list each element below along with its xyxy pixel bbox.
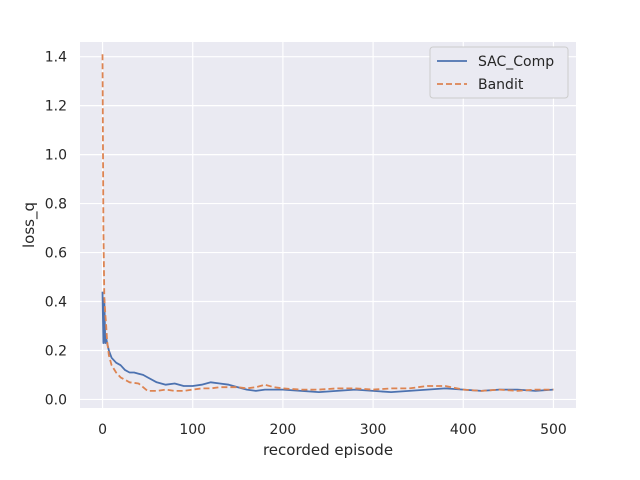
x-tick-label: 100 [179,422,206,438]
legend-label-sac-comp: SAC_Comp [478,54,554,70]
y-tick-label: 1.4 [45,50,67,66]
y-tick-label: 1.0 [45,148,67,164]
y-tick-label: 0.0 [45,392,67,408]
series-line-sac-comp [101,291,554,393]
y-tick-label: 0.4 [45,295,67,311]
y-axis-title: loss_q [20,202,39,248]
legend-label-bandit: Bandit [478,77,524,93]
x-tick-label: 500 [540,422,567,438]
series-line-bandit [101,54,554,392]
legend: SAC_Comp Bandit [429,46,569,99]
x-tick-label: 400 [450,422,477,438]
x-tick-label: 200 [270,422,297,438]
x-tick-label: 0 [98,422,107,438]
grid-lines [80,42,576,408]
y-tick-label: 0.2 [45,343,67,359]
x-axis-title: recorded episode [263,441,393,459]
plot-background [80,42,576,408]
y-tick-labels: 0.0 0.2 0.4 0.6 0.8 1.0 1.2 1.4 [45,50,67,409]
legend-box [429,46,569,99]
series-lines [101,54,554,393]
x-tick-labels: 0 100 200 300 400 500 [98,422,567,438]
y-tick-label: 0.8 [45,197,67,213]
y-tick-label: 0.6 [45,246,67,262]
y-tick-label: 1.2 [45,99,67,115]
x-tick-label: 300 [360,422,387,438]
